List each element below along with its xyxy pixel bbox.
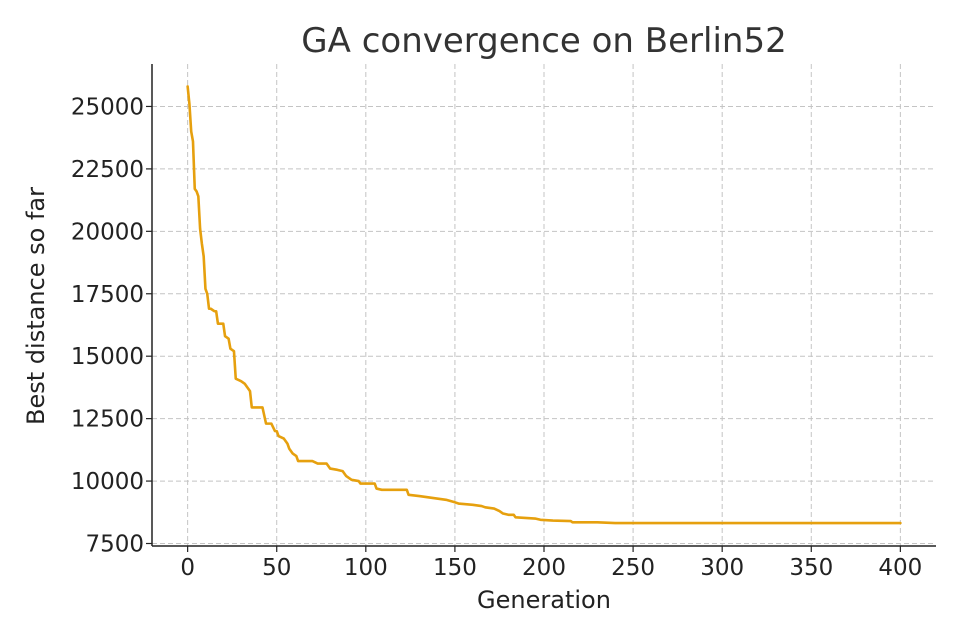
y-tick-label: 15000 — [71, 344, 144, 370]
best-distance-line — [186, 85, 902, 525]
y-tick-label: 7500 — [85, 532, 144, 558]
y-tick-label: 10000 — [71, 469, 144, 495]
x-tick-label: 100 — [344, 555, 388, 581]
x-tick-label: 50 — [262, 555, 291, 581]
x-tick-label: 350 — [789, 555, 833, 581]
series-layer — [186, 85, 902, 525]
x-ticks: 0 50 100 150 200 250 300 350 400 — [180, 546, 922, 581]
grid — [152, 64, 936, 546]
x-tick-label: 200 — [522, 555, 566, 581]
y-tick-label: 20000 — [71, 219, 144, 245]
x-tick-label: 400 — [878, 555, 922, 581]
chart-title: GA convergence on Berlin52 — [301, 21, 786, 61]
y-tick-label: 22500 — [71, 157, 144, 183]
y-tick-label: 17500 — [71, 282, 144, 308]
y-axis-label: Best distance so far — [22, 187, 50, 425]
x-tick-label: 150 — [433, 555, 477, 581]
x-axis-label: Generation — [477, 586, 611, 614]
y-ticks: 7500 10000 12500 15000 17500 20000 22500 25000 — [71, 94, 152, 558]
x-tick-label: 250 — [611, 555, 655, 581]
y-tick-label: 12500 — [71, 407, 144, 433]
x-tick-label: 300 — [700, 555, 744, 581]
x-tick-label: 0 — [180, 555, 195, 581]
y-tick-label: 25000 — [71, 94, 144, 120]
